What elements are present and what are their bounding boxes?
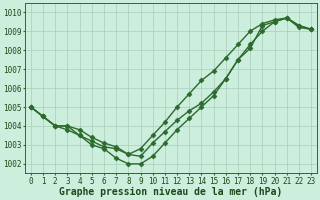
- X-axis label: Graphe pression niveau de la mer (hPa): Graphe pression niveau de la mer (hPa): [60, 187, 283, 197]
